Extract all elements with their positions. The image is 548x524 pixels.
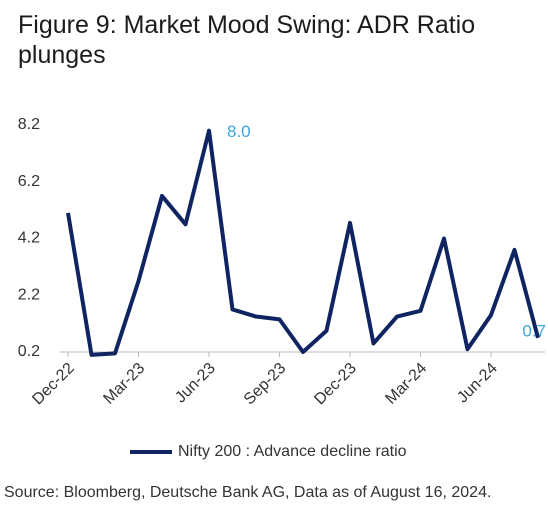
x-tick-label: Dec-22 bbox=[29, 360, 78, 409]
chart-title: Figure 9: Market Mood Swing: ADR Ratio p… bbox=[18, 11, 476, 69]
y-tick-label: 2.2 bbox=[18, 286, 40, 303]
x-tick-label: Sep-23 bbox=[241, 360, 290, 409]
y-tick-label: 0.2 bbox=[18, 343, 40, 360]
x-tick-label: Jun-23 bbox=[172, 360, 219, 407]
data-line bbox=[66, 128, 540, 357]
x-tick-label: Mar-24 bbox=[382, 360, 430, 408]
data-label: 8.0 bbox=[227, 122, 251, 141]
y-tick-label: 8.2 bbox=[18, 116, 40, 133]
legend-label: Nifty 200 : Advance decline ratio bbox=[178, 443, 407, 460]
source-note: Source: Bloomberg, Deutsche Bank AG, Dat… bbox=[4, 484, 492, 501]
x-tick-label: Mar-23 bbox=[100, 360, 148, 408]
chart: 0.2 2.2 4.2 6.2 8.2 Dec-22 Mar-23 Jun-23 Sep-23 D… bbox=[18, 116, 546, 460]
y-tick-label: 4.2 bbox=[18, 230, 40, 247]
x-tick-label: Dec-23 bbox=[311, 360, 360, 409]
y-tick-label: 6.2 bbox=[18, 173, 40, 190]
data-label: 0.7 bbox=[522, 321, 546, 340]
x-tick-label: Jun-24 bbox=[454, 360, 501, 407]
